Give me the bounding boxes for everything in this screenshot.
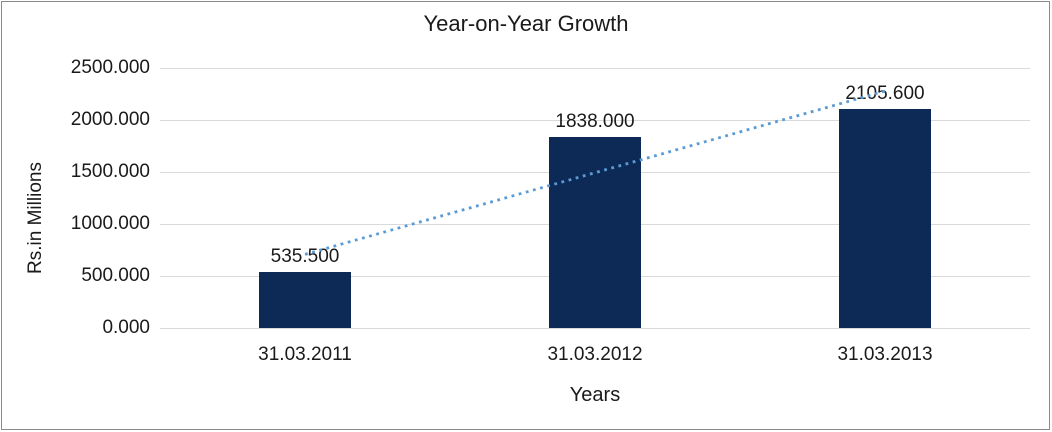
x-category-label: 31.03.2011 — [258, 344, 352, 365]
gridline — [160, 67, 1030, 69]
y-tick-label: 0.000 — [102, 317, 150, 338]
chart-title: Year-on-Year Growth — [423, 11, 629, 36]
y-tick-label: 2500.000 — [70, 57, 150, 78]
y-tick-label: 2000.000 — [70, 109, 150, 130]
plot-area: 535.500 1838.000 2105.600 — [160, 67, 1030, 329]
x-axis-title: Years — [569, 384, 621, 406]
y-tick-label: 1000.000 — [70, 213, 150, 234]
bar-31.03.2011 — [259, 272, 351, 328]
bar-value-label: 535.500 — [270, 246, 340, 267]
bar-31.03.2012 — [549, 137, 641, 328]
bar-value-label: 2105.600 — [845, 83, 925, 104]
x-category-label: 31.03.2012 — [547, 344, 643, 365]
y-tick-label: 1500.000 — [70, 161, 150, 182]
x-category-label: 31.03.2013 — [837, 344, 933, 365]
gridline — [160, 327, 1030, 329]
trendline — [304, 89, 886, 256]
bar-31.03.2013 — [839, 109, 931, 328]
gridline — [160, 119, 1030, 121]
y-tick-label: 500.000 — [81, 265, 150, 286]
bar-value-label: 1838.000 — [555, 111, 635, 132]
